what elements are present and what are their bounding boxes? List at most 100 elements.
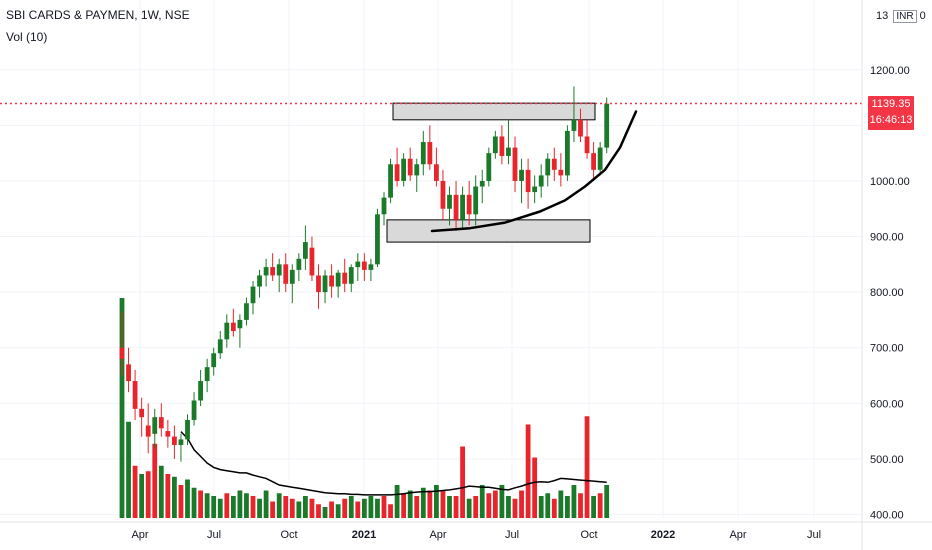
volume-bar <box>263 490 269 518</box>
volume-indicator-label[interactable]: Vol (10) <box>6 30 48 44</box>
volume-bar <box>506 496 511 518</box>
candle-body <box>165 431 171 437</box>
candle-body <box>578 119 583 137</box>
x-tick-label: Jul <box>807 529 821 541</box>
volume-bar <box>303 496 308 518</box>
volume-bar <box>172 476 177 518</box>
volume-bar <box>473 496 479 518</box>
curve-path <box>430 110 638 233</box>
volume-bar <box>224 493 230 518</box>
volume-bar <box>558 490 564 518</box>
candle-body <box>414 164 420 176</box>
y-tick-label: 900.00 <box>870 232 904 244</box>
volume-bar <box>368 496 374 518</box>
volume-bar <box>257 498 262 518</box>
y-tick-label: 400.00 <box>870 509 904 521</box>
volume-bar <box>126 421 131 518</box>
volume-bar <box>538 496 544 518</box>
volume-bar <box>551 498 557 518</box>
volume-bar <box>545 493 551 518</box>
chart-zones <box>386 102 596 243</box>
candle-body <box>309 247 315 276</box>
candle-body <box>126 364 131 382</box>
volume-bar <box>420 487 426 518</box>
scale-value: 13 <box>876 10 889 22</box>
candle-body <box>394 164 400 181</box>
volume-ma-line <box>180 431 607 496</box>
candle-body <box>604 103 610 148</box>
volume-bar <box>348 496 354 518</box>
volume-ma-path <box>180 431 607 496</box>
volume-bar <box>139 474 145 518</box>
candle-body <box>289 269 295 284</box>
candle-body <box>407 158 413 176</box>
y-tick-label: 1200.00 <box>870 65 910 77</box>
candle-body <box>355 261 361 268</box>
volume-bar <box>604 485 610 518</box>
volume-bar <box>597 493 603 518</box>
candle-body <box>427 142 433 165</box>
candle-body <box>191 400 197 420</box>
candle-body <box>525 169 531 193</box>
candle-body <box>158 417 164 429</box>
y-tick-label: 500.00 <box>870 454 904 466</box>
volume-bar <box>375 498 380 518</box>
candle-body <box>329 275 334 287</box>
candle-body <box>591 153 596 170</box>
candle-body <box>558 169 564 176</box>
candle-body <box>152 417 158 434</box>
candle-body <box>434 164 439 181</box>
volume-bar <box>479 485 485 518</box>
volume-bar <box>283 496 289 518</box>
volume-bar <box>407 490 413 518</box>
candle-body <box>224 322 230 340</box>
volume-bars <box>119 298 610 518</box>
last-price-value: 1139.35 <box>871 97 911 110</box>
candle-body <box>270 267 276 276</box>
candle-body <box>296 258 302 270</box>
volume-bar <box>519 490 524 518</box>
volume-bar <box>565 496 570 518</box>
volume-bar <box>525 424 531 518</box>
volume-bar <box>152 443 158 518</box>
candle-body <box>237 319 243 329</box>
last-price-label: 1139.35 16:46:13 <box>868 95 914 130</box>
volume-bar <box>492 490 498 518</box>
scale-currency[interactable]: 13 INR 0 <box>876 10 926 23</box>
volume-bar <box>388 504 393 518</box>
candle-body <box>368 264 374 270</box>
volume-bar <box>178 485 184 518</box>
candle-body <box>401 158 407 181</box>
volume-bar <box>427 490 433 518</box>
candle-body <box>486 153 492 181</box>
candle-body <box>506 147 511 156</box>
volume-bar <box>329 501 334 518</box>
candle-body <box>388 164 393 198</box>
x-tick-label: Apr <box>729 529 746 541</box>
volume-bar <box>394 485 400 518</box>
candle-body <box>571 119 577 131</box>
candle-body <box>492 136 498 154</box>
volume-bar <box>204 493 210 518</box>
y-tick-label: 1000.00 <box>870 176 910 188</box>
volume-bar <box>584 416 590 518</box>
candle-body <box>519 169 524 181</box>
support-zone <box>386 219 591 243</box>
candle-body <box>139 408 145 418</box>
volume-bar <box>145 471 151 518</box>
candle-body <box>499 136 505 156</box>
volume-bar <box>250 496 256 518</box>
candle-body <box>479 180 485 187</box>
volume-bar <box>381 496 387 518</box>
candle-body <box>381 197 387 215</box>
candle-body <box>257 275 262 287</box>
candle-body <box>512 147 518 181</box>
volume-bar <box>532 457 538 518</box>
candle-body <box>545 158 551 176</box>
candle-body <box>473 186 479 215</box>
y-tick-label: 600.00 <box>870 398 904 410</box>
volume-bar <box>447 496 452 518</box>
candle-body <box>276 264 282 276</box>
volume-bar <box>414 496 420 518</box>
